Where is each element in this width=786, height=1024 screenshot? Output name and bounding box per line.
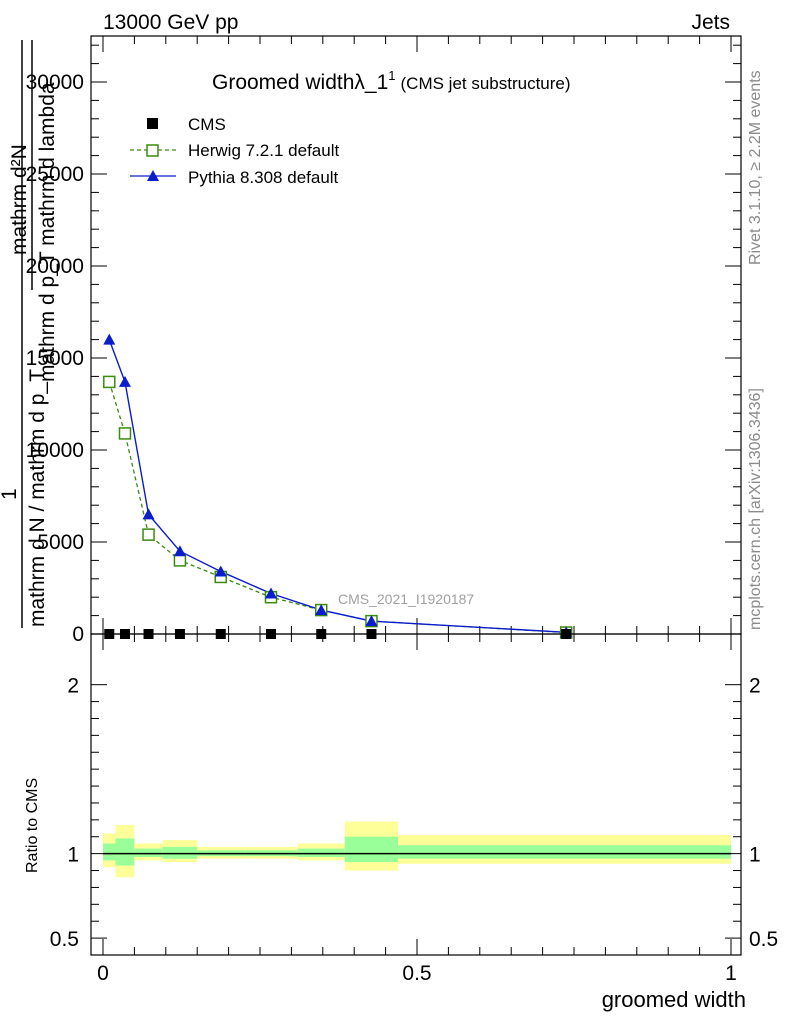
legend-marker-pythia <box>147 170 159 181</box>
ratio-band-green-2 <box>134 848 163 858</box>
mcplots-note: mcplots.cern.ch [arXiv:1306.3436] <box>747 388 764 630</box>
main-ytick-label: 5000 <box>37 531 84 554</box>
ratio-band-green-8 <box>398 845 731 859</box>
pythia-point <box>142 508 155 520</box>
ratio-band-green-3 <box>162 846 198 859</box>
legend: CMS Herwig 7.2.1 default Pythia 8.308 de… <box>130 115 339 187</box>
ratio-frame <box>90 633 742 956</box>
herwig-point <box>142 528 155 541</box>
rivet-note: Rivet 3.1.10, ≥ 2.2M events <box>747 70 764 265</box>
ratio-band-green-1 <box>115 838 135 866</box>
legend-label-herwig: Herwig 7.2.1 default <box>188 141 339 160</box>
xlabel: groomed width <box>602 987 746 1012</box>
main-ytick-label: 15000 <box>26 347 84 370</box>
xtick-label: 0 <box>97 962 109 985</box>
ratio-ytick-label: 0.5 <box>50 928 79 951</box>
chart-subtitle: (CMS jet substructure) <box>401 74 571 93</box>
herwig-point <box>103 375 116 389</box>
pythia-point <box>264 587 277 599</box>
ratio-ytick-label: 1 <box>67 844 79 867</box>
legend-marker-herwig <box>146 144 159 157</box>
herwig-point <box>118 427 132 440</box>
ylabel-numerator: mathrm d²N <box>8 144 31 255</box>
legend-marker-cms <box>147 118 158 129</box>
chart-title-main: Groomed widthλ_1 <box>212 71 388 94</box>
ratio-band-green-6 <box>297 848 345 858</box>
pythia-point <box>173 545 186 557</box>
chart-title-sup: 1 <box>388 68 395 83</box>
pythia-point <box>365 615 378 627</box>
analysis-watermark: CMS_2021_I1920187 <box>338 591 474 607</box>
herwig-point <box>173 554 187 567</box>
xtick-label: 0.5 <box>402 962 431 985</box>
ylabel-prefix: 1 <box>0 488 21 500</box>
ratio-ytick-label-right: 2 <box>749 675 761 698</box>
main-ytick-label: 10000 <box>26 439 84 462</box>
pythia-point <box>214 565 227 577</box>
main-panel: 0 5000 10000 15000 20000 25000 30000 <box>26 35 742 646</box>
legend-label-pythia: Pythia 8.308 default <box>188 168 339 187</box>
main-ytick-label: 0 <box>72 623 84 646</box>
main-ytick-label: 25000 <box>26 163 84 186</box>
main-ylabel: mathrm d²N mathrm d p_T mathrm d lambda … <box>0 40 59 628</box>
pythia-line <box>108 339 567 634</box>
main-ytick-label: 30000 <box>26 71 84 94</box>
pythia-point <box>315 604 328 616</box>
header-right: Jets <box>691 11 730 34</box>
pythia-point <box>103 333 116 345</box>
ratio-ylabel: Ratio to CMS <box>24 778 41 873</box>
header-left: 13000 GeV pp <box>103 11 238 34</box>
xtick-label: 1 <box>725 962 737 985</box>
ylabel-denominator: mathrm d p_T mathrm d lambda <box>36 82 59 382</box>
ylabel-prefix-denominator: mathrm d N / mathrm d p_T <box>26 369 49 627</box>
chart-title: Groomed widthλ_11 (CMS jet substructure) <box>212 68 571 94</box>
ratio-ytick-label-right: 0.5 <box>749 928 778 951</box>
pythia-point <box>118 375 131 387</box>
ratio-ytick-label-right: 1 <box>749 844 761 867</box>
main-ytick-label: 20000 <box>26 255 84 278</box>
ratio-band-green-0 <box>103 843 116 861</box>
ratio-band-green-7 <box>344 836 399 863</box>
ratio-panel: 0 0.5 1 0.5 0.5 1 1 2 2 <box>50 633 778 985</box>
ratio-ytick-label: 2 <box>67 675 79 698</box>
legend-label-cms: CMS <box>188 115 226 134</box>
